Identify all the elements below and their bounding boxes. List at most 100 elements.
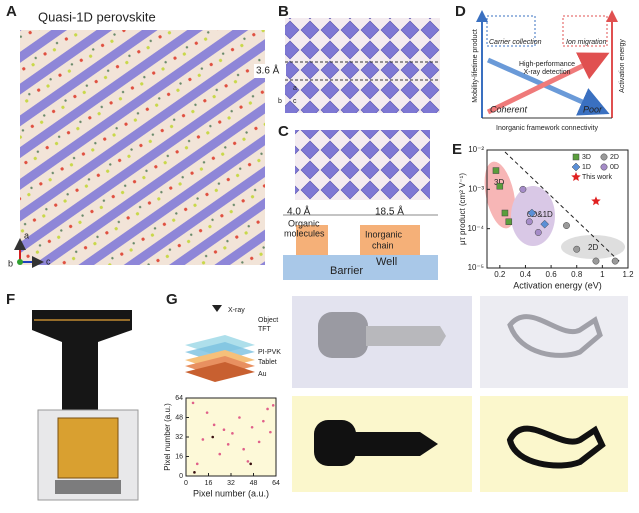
point <box>525 218 533 226</box>
layer-label: TFT <box>258 326 272 333</box>
y-axis-title: Pixel number (a.u.) <box>163 403 172 471</box>
inset-box <box>486 15 536 47</box>
point <box>222 428 226 431</box>
legend-marker <box>600 163 608 171</box>
point <box>226 443 230 446</box>
key-shadow <box>354 432 438 456</box>
x-axis-title: Pixel number (a.u.) <box>193 488 269 498</box>
layer <box>185 362 255 382</box>
clasp <box>507 314 603 358</box>
panel-letter: E <box>452 141 462 158</box>
point <box>262 419 265 423</box>
point <box>205 411 209 414</box>
point <box>242 447 245 451</box>
spacing-label: 18.5 Å <box>375 205 404 218</box>
panel-f: F <box>6 291 139 501</box>
label: Inorganic <box>365 229 403 239</box>
x-tick-label: 48 <box>250 480 258 487</box>
well-block <box>360 225 420 255</box>
point <box>231 432 234 435</box>
x-tick-label: 16 <box>205 480 213 487</box>
clasp-shadow <box>506 425 606 469</box>
point <box>191 401 195 405</box>
source <box>212 305 222 312</box>
panel-d: D Carrier collection Ion migration High-… <box>455 3 626 132</box>
point <box>527 208 537 218</box>
panel-a: A Quasi-1D perovskite a b c <box>6 3 265 268</box>
panel-letter: G <box>166 291 178 308</box>
plot-frame <box>486 149 629 269</box>
region-label: 3D <box>494 178 504 187</box>
label: Coherent <box>490 104 528 114</box>
x-tick-label: 32 <box>227 480 235 487</box>
y-tick-label: 10⁻⁴ <box>467 224 484 233</box>
legend-marker <box>600 153 608 161</box>
x-tick-label: 0.2 <box>494 270 506 279</box>
axis-label: a <box>293 85 297 92</box>
point <box>269 430 272 434</box>
region <box>561 235 625 259</box>
point <box>266 407 269 411</box>
axis-title: Mobility-lifetime product <box>472 29 479 103</box>
axis-label: c <box>293 98 297 105</box>
point <box>573 245 581 253</box>
y-tick-label: 0 <box>179 473 183 480</box>
axis-label: c <box>46 256 51 266</box>
pads <box>55 480 121 494</box>
panel-title: Quasi-1D perovskite <box>38 9 156 24</box>
key-shadow <box>314 420 356 466</box>
panel-e: E <box>452 141 625 263</box>
label: High-performance <box>519 61 575 68</box>
point <box>246 460 250 463</box>
label: Poor <box>583 104 603 114</box>
panel-g: G X-ray Object TFT PI-PVK Tablet Au <box>166 291 628 492</box>
key <box>318 312 368 358</box>
y-tick-label: 16 <box>175 453 183 460</box>
x-tick-label: 64 <box>272 480 280 487</box>
point <box>505 218 513 225</box>
axis-label: a <box>24 230 29 240</box>
point <box>496 182 504 190</box>
point <box>591 196 601 206</box>
point <box>195 462 199 466</box>
label: Barrier <box>330 265 363 277</box>
label: Organic <box>288 218 320 228</box>
y-tick-label: 32 <box>175 434 183 441</box>
point <box>250 425 254 429</box>
legend-marker <box>571 172 581 181</box>
legend-marker <box>571 162 581 172</box>
point <box>271 404 275 407</box>
x-tick-label: 0 <box>184 480 188 487</box>
y-tick-label: 10⁻³ <box>468 184 484 193</box>
region-label: 0D&1D <box>527 210 553 219</box>
key <box>366 326 446 346</box>
point <box>534 229 542 236</box>
y-axis-title: μτ product (cm² V⁻¹) <box>458 173 467 245</box>
legend-marker <box>572 153 580 161</box>
panel-letter: A <box>6 3 17 20</box>
point <box>238 416 241 419</box>
axis-label: b <box>278 98 282 105</box>
x-tick-label: 0.8 <box>571 270 583 279</box>
crystal-structure <box>20 30 265 265</box>
point <box>193 471 196 474</box>
xray-image <box>480 396 628 492</box>
panel-b: B 3.6 Å a b c <box>254 3 440 113</box>
x-tick-label: 0.6 <box>546 270 558 279</box>
x-tick-label: 1.2 <box>622 270 634 279</box>
y-tick-label: 10⁻² <box>468 145 484 154</box>
axis-label: b <box>8 258 13 268</box>
trend-arrow <box>486 52 610 115</box>
point <box>540 219 550 229</box>
trend-line <box>504 151 621 263</box>
label: chain <box>372 240 394 250</box>
crystal-structure <box>295 130 430 200</box>
layer-label: X-ray <box>228 307 245 314</box>
panel-letter: C <box>278 123 289 140</box>
label: molecules <box>284 228 325 238</box>
panel-letter: D <box>455 3 466 20</box>
pixel-array <box>57 417 119 479</box>
inset-box <box>562 15 608 47</box>
y-tick-label: 10⁻⁵ <box>468 263 484 272</box>
point <box>563 222 570 230</box>
